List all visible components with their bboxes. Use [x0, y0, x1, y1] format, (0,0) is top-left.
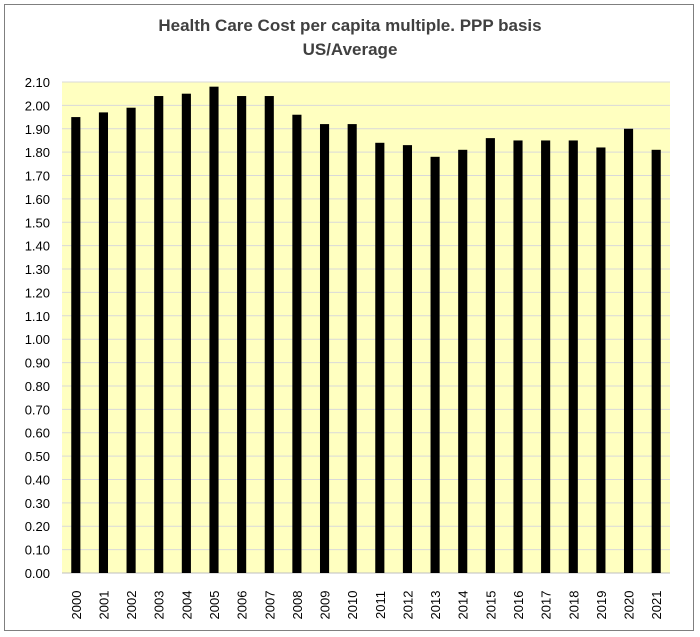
y-tick-label: 1.30: [25, 262, 50, 277]
x-tick-label: 2002: [124, 591, 139, 620]
y-tick-label: 1.10: [25, 309, 50, 324]
x-tick-label: 2004: [179, 591, 194, 620]
x-tick-label: 2019: [594, 591, 609, 620]
chart-subtitle: US/Average: [302, 40, 398, 59]
x-tick-label: 2015: [483, 591, 498, 620]
x-tick-label: 2020: [622, 591, 637, 620]
x-tick-label: 2012: [400, 591, 415, 620]
bar-2019: [596, 147, 606, 573]
y-tick-label: 0.60: [25, 426, 50, 441]
y-tick-label: 1.00: [25, 332, 50, 347]
x-tick-label: 2000: [69, 591, 84, 620]
chart-title: Health Care Cost per capita multiple. PP…: [158, 16, 542, 35]
x-tick-label: 2010: [345, 591, 360, 620]
bar-2021: [651, 149, 661, 574]
y-tick-label: 0.20: [25, 519, 50, 534]
y-tick-label: 0.80: [25, 379, 50, 394]
bar-2014: [458, 149, 468, 574]
bar-2007: [264, 96, 274, 574]
y-tick-label: 0.10: [25, 543, 50, 558]
bar-2012: [402, 145, 413, 573]
bar-2008: [292, 114, 302, 573]
bars: [71, 86, 661, 574]
y-tick-label: 1.20: [25, 285, 50, 300]
bar-2005: [209, 86, 219, 573]
x-tick-label: 2017: [539, 591, 554, 620]
y-tick-label: 0.50: [25, 449, 50, 464]
y-tick-label: 2.00: [25, 98, 50, 113]
x-tick-label: 2009: [318, 591, 333, 620]
bar-2015: [485, 138, 495, 573]
bar-2002: [126, 107, 136, 573]
x-tick-label: 2016: [511, 591, 526, 620]
y-tick-label: 1.90: [25, 122, 50, 137]
bar-2018: [568, 140, 578, 573]
x-tick-label: 2001: [96, 591, 111, 620]
bar-2013: [430, 156, 440, 574]
x-tick-label: 2011: [373, 591, 388, 619]
bar-2000: [71, 117, 81, 574]
y-tick-label: 0.00: [25, 566, 50, 581]
bar-2001: [98, 112, 109, 574]
y-tick-label: 0.90: [25, 356, 50, 371]
y-tick-label: 0.70: [25, 402, 50, 417]
y-axis: 0.00 0.10 0.20 0.30 0.40 0.50 0.60 0.70 0.80 0.90…: [25, 75, 50, 581]
y-tick-label: 1.60: [25, 192, 50, 207]
y-tick-label: 1.80: [25, 145, 50, 160]
bar-2006: [237, 96, 247, 574]
x-tick-label: 2013: [428, 591, 443, 620]
bar-2009: [319, 124, 330, 573]
x-tick-label: 2007: [262, 591, 277, 620]
plot-area: [62, 82, 670, 573]
bar-2004: [181, 93, 191, 573]
y-tick-label: 1.70: [25, 169, 50, 184]
y-tick-label: 0.30: [25, 496, 50, 511]
chart-title-block: Health Care Cost per capita multiple. PP…: [0, 14, 700, 62]
x-tick-label: 2008: [290, 591, 305, 620]
x-tick-label: 2021: [649, 591, 664, 620]
bar-2016: [513, 140, 523, 573]
bar-2020: [623, 128, 634, 573]
x-tick-label: 2014: [456, 591, 471, 620]
x-tick-label: 2003: [152, 591, 167, 620]
x-tick-label: 2006: [235, 591, 250, 620]
bar-2010: [347, 124, 357, 573]
x-tick-label: 2005: [207, 591, 222, 620]
x-axis: 2000 2001 2002 2003 2004 2005 2006 2007 2008 2009…: [69, 591, 664, 620]
y-tick-label: 2.10: [25, 75, 50, 90]
bar-2003: [154, 96, 164, 574]
bar-2011: [375, 142, 385, 574]
gridlines: [62, 81, 670, 574]
y-tick-label: 1.50: [25, 215, 50, 230]
bar-2017: [541, 140, 551, 573]
y-tick-label: 0.40: [25, 472, 50, 487]
x-tick-label: 2018: [566, 591, 581, 620]
y-tick-label: 1.40: [25, 239, 50, 254]
